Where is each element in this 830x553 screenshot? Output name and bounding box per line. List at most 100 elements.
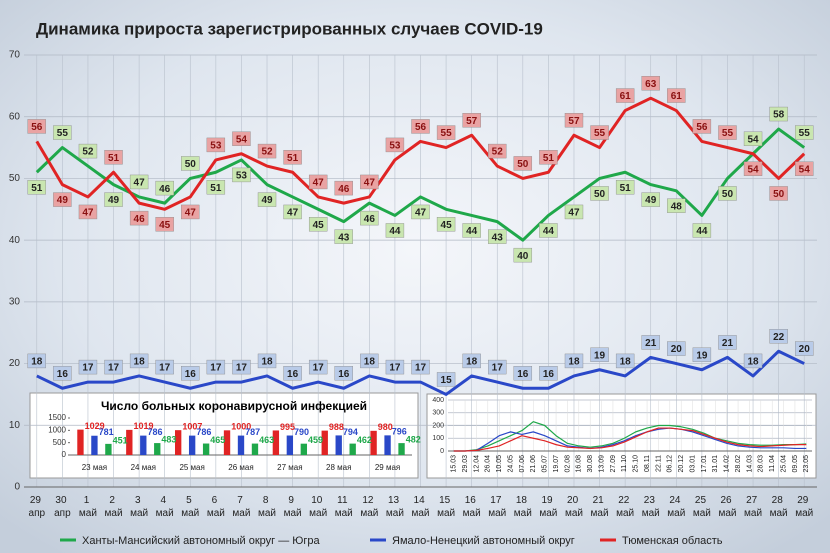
data-label-box — [308, 359, 328, 375]
data-label: 19 — [594, 350, 606, 361]
data-label: 786 — [147, 427, 162, 437]
x-tick-label-line: 20 — [567, 495, 581, 506]
data-label: 16 — [57, 369, 69, 380]
y-tick-label: 60 — [9, 111, 21, 122]
data-label: 20 — [671, 344, 683, 355]
y-tick-label: 50 — [9, 173, 21, 184]
data-label-box — [641, 75, 660, 91]
x-tick-label: 17.01 — [701, 455, 708, 473]
data-label: 49 — [57, 195, 69, 206]
data-label-box — [155, 180, 174, 196]
data-label-box — [104, 359, 123, 375]
data-label: 46 — [338, 184, 350, 195]
x-tick-label: 29 май — [795, 495, 813, 519]
x-tick-label: 11.10 — [621, 455, 628, 472]
data-label: 55 — [722, 128, 734, 139]
x-tick-label: 06.12 — [667, 455, 674, 473]
data-label-box — [436, 372, 456, 387]
data-label: 47 — [82, 208, 94, 219]
data-label-box — [53, 366, 72, 381]
inset-title: Число больных коронавирусной инфекцией — [101, 399, 367, 413]
data-label-box — [743, 161, 763, 176]
x-tick-label: 29 мая — [375, 463, 400, 472]
data-label-box — [360, 174, 379, 190]
x-tick-label: 10.05 — [496, 455, 503, 473]
x-tick-label: 14 май — [411, 495, 429, 519]
data-label-box — [590, 186, 609, 201]
data-label: 56 — [31, 122, 43, 133]
x-tick-label-line: 27 — [746, 495, 760, 506]
data-label: 451 — [113, 435, 128, 445]
data-label-box — [692, 347, 712, 362]
x-tick-label-line: май — [130, 508, 148, 519]
bar — [321, 430, 328, 455]
x-tick-label-line: май — [770, 508, 788, 519]
x-tick-label-line: 29 — [797, 495, 811, 506]
x-tick-label-line: 5 — [186, 495, 194, 506]
data-label-box — [257, 143, 277, 159]
x-tick-label-line: 11 — [337, 495, 350, 506]
x-tick-label-line: май — [642, 508, 660, 519]
x-tick-label-line: май — [105, 508, 123, 519]
data-label-box — [667, 198, 686, 213]
x-tick-label-line: 3 — [135, 495, 143, 506]
data-label-box — [488, 143, 507, 159]
data-label: 51 — [108, 153, 120, 164]
data-label: 17 — [492, 363, 504, 374]
data-label-box — [27, 353, 46, 369]
data-label: 55 — [57, 128, 69, 139]
bar — [384, 435, 391, 455]
data-label-box — [385, 223, 405, 238]
data-label-box — [564, 204, 584, 220]
x-tick-label-line: май — [309, 508, 327, 519]
bar — [272, 430, 280, 455]
data-label-box — [53, 125, 72, 140]
x-tick-label: 29.03 — [462, 455, 469, 473]
data-label-box — [769, 106, 788, 122]
data-label: 51 — [210, 183, 222, 194]
data-label: 56 — [415, 122, 427, 133]
x-tick-label-line: май — [744, 508, 762, 519]
data-label: 44 — [696, 226, 708, 237]
data-label-box — [206, 137, 226, 153]
x-tick-label: 11 май — [335, 495, 353, 519]
data-label-box — [232, 359, 251, 375]
data-label-box — [308, 217, 328, 232]
data-label-box — [129, 174, 149, 190]
data-label-box — [78, 359, 98, 375]
data-label: 51 — [287, 153, 299, 164]
data-label: 46 — [159, 184, 171, 195]
data-label-box — [27, 119, 46, 134]
x-tick-label-line: май — [718, 508, 736, 519]
y-tick-label: 100 — [432, 435, 444, 442]
y-tick-label: 1500 — [48, 413, 66, 422]
bar — [140, 435, 147, 455]
x-tick-label-line: 30 — [55, 495, 69, 506]
line — [35, 96, 806, 211]
data-label: 482 — [406, 434, 421, 444]
data-label: 17 — [210, 363, 222, 374]
data-label-box — [283, 150, 302, 165]
x-tick-label-line: май — [463, 508, 481, 519]
x-tick-label-line: 14 — [414, 495, 428, 506]
data-label-box — [615, 88, 635, 103]
x-tick-label-line: 7 — [237, 495, 245, 506]
x-tick-label-line: 21 — [593, 495, 607, 506]
data-label-box — [488, 229, 507, 244]
data-label-box — [462, 113, 481, 128]
x-tick-label-line: 24 — [669, 495, 683, 506]
data-label: 463 — [259, 435, 274, 445]
data-label-box — [615, 353, 635, 369]
data-label: 63 — [645, 79, 657, 90]
x-tick-label-line: май — [207, 508, 225, 519]
x-tick-label-line: 6 — [212, 495, 220, 506]
bar — [251, 443, 259, 455]
data-label: 18 — [568, 357, 580, 368]
data-label: 17 — [415, 363, 427, 374]
x-tick-label-line: май — [693, 508, 711, 519]
data-label: 51 — [620, 183, 632, 194]
legend-label: Тюменская область — [622, 535, 723, 547]
bar — [349, 443, 356, 455]
data-label-box — [564, 113, 584, 128]
